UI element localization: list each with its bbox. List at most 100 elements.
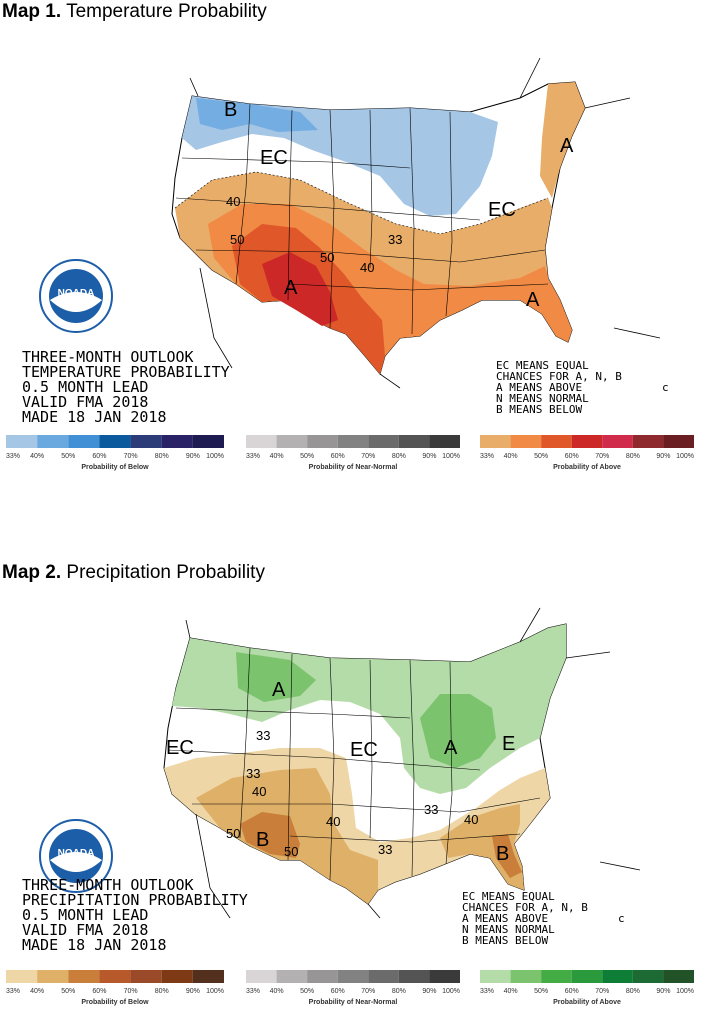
legend-1-2-swatch-6 <box>663 435 694 448</box>
map2-caption-line-2: PRECIPITATION PROBABILITY <box>22 891 248 909</box>
map2-contour-label-2: 33 <box>246 766 260 781</box>
legend-1-1-tick-0: 33% <box>246 453 260 460</box>
map2-contour-label-9: 40 <box>464 812 478 827</box>
map1-legend: 33% 40% 50% 60% 70% 80% 90% 100% Probability of … <box>0 433 708 473</box>
legend-2-1-tick-0: 33% <box>246 988 260 995</box>
map2-state-lines <box>167 647 541 881</box>
map2-region-label-1: A <box>272 679 286 701</box>
map1-contour-label-5: 33 <box>388 232 402 247</box>
legend-1-2-tick-1: 40% <box>504 453 518 460</box>
legend-1-2-swatch-0 <box>480 435 511 448</box>
map1-caption-line-1: THREE-MONTH OUTLOOK <box>22 348 194 366</box>
legend-2-1-label: Probability of Near-Normal <box>309 999 398 1006</box>
legend-1-1-tick-7: 100% <box>442 453 460 460</box>
map1-contour-lines <box>174 171 549 235</box>
map2-contour-label-4: 50 <box>226 826 240 841</box>
map2-legend-svg: 33% 40% 50% 60% 70% 80% 90% 100% Probability of … <box>6 970 694 1006</box>
legend-1-2-tick-6: 90% <box>656 453 670 460</box>
legend-2-0-tick-5: 80% <box>155 988 169 995</box>
legend-2-1-swatch-3 <box>337 970 369 983</box>
legend-1-0-tick-2: 50% <box>61 453 75 460</box>
legend-1-1-tick-6: 90% <box>422 453 436 460</box>
legend-1-0-swatch-5 <box>161 435 193 448</box>
legend-1-0-tick-1: 40% <box>30 453 44 460</box>
map2-region-below-50-se <box>492 834 522 878</box>
map2-contour-label-8: 33 <box>424 802 438 817</box>
legend-1-0-tick-6: 90% <box>186 453 200 460</box>
map1-contour-label-3: 50 <box>320 250 334 265</box>
map1-region-label-3: EC <box>488 199 516 221</box>
map2-key-line-5: B MEANS BELOW <box>462 934 548 947</box>
map2-key-line-4: N MEANS NORMAL <box>462 923 555 936</box>
map2-region-label-4: A <box>444 737 458 759</box>
map1-caption-line-2: TEMPERATURE PROBABILITY <box>22 363 230 381</box>
legend-2-0-swatch-5 <box>161 970 193 983</box>
legend-1-0-tick-0: 33% <box>6 453 20 460</box>
legend-1-2-swatch-3 <box>571 435 603 448</box>
map2-key-mark: c <box>618 912 625 925</box>
map2-contour-label-5: 50 <box>284 844 298 859</box>
map2-region-above-40 <box>236 652 316 702</box>
map2-key-line-2: CHANCES FOR A, N, B <box>462 901 588 914</box>
map2-contour-label-3: 40 <box>252 784 266 799</box>
legend-1-1-swatch-0 <box>246 435 277 448</box>
map2-contour-label-1: 33 <box>256 728 270 743</box>
map2-heading: Map 2. <box>2 562 62 583</box>
map1-contour-label-2: 50 <box>230 232 244 247</box>
legend-1-0-swatch-1 <box>37 435 69 448</box>
legend-1-1-swatch-6 <box>429 435 460 448</box>
map2-legend: 33% 40% 50% 60% 70% 80% 90% 100% Probability of … <box>0 968 708 1008</box>
legend-1-1-tick-1: 40% <box>270 453 284 460</box>
legend-2-1-swatch-4 <box>368 970 399 983</box>
legend-1-2-label: Probability of Above <box>553 464 621 471</box>
map2-caption-line-4: VALID FMA 2018 <box>22 921 148 939</box>
legend-1-2-swatch-5 <box>632 435 664 448</box>
legend-2-1-tick-4: 70% <box>361 988 375 995</box>
legend-1-1-tick-4: 70% <box>361 453 375 460</box>
map1-region-above-east <box>540 82 585 198</box>
legend-2-2-tick-2: 50% <box>534 988 548 995</box>
legend-2-0-tick-2: 50% <box>61 988 75 995</box>
map1-title-text: Temperature Probability <box>66 1 267 22</box>
legend-1-2-swatch-1 <box>510 435 542 448</box>
map2-noaa-logo: NOADA <box>39 819 113 893</box>
map2-title: Map 2. Precipitation Probability <box>2 562 265 584</box>
legend-2-1-swatch-2 <box>307 970 338 983</box>
map2-logo-text: NOADA <box>58 848 95 859</box>
map1-contour-label-1: 40 <box>226 194 240 209</box>
legend-1-2-swatch-4 <box>602 435 633 448</box>
map2-precipitation-map: NOADA A EC EC A E B B 33 33 40 50 50 40 … <box>22 607 641 954</box>
map1-border-lines <box>189 57 661 389</box>
legend-2-0-swatch-1 <box>37 970 69 983</box>
map2-key-line-1: EC MEANS EQUAL <box>462 890 555 903</box>
legend-2-0-tick-7: 100% <box>206 988 224 995</box>
map2-region-label-2: EC <box>166 737 194 759</box>
legend-2-2-tick-4: 70% <box>595 988 609 995</box>
map2-key-line-3: A MEANS ABOVE <box>462 912 548 925</box>
legend-2-2-tick-3: 60% <box>565 988 579 995</box>
legend-2-2-swatch-0 <box>480 970 511 983</box>
map1-key-line-2: CHANCES FOR A, N, B <box>496 370 622 383</box>
map2-border-lines <box>185 607 641 919</box>
legend-2-0-tick-1: 40% <box>30 988 44 995</box>
map2-region-below-50 <box>240 812 300 858</box>
legend-2-2-label: Probability of Above <box>553 999 621 1006</box>
legend-1-1-swatch-4 <box>368 435 399 448</box>
legend-2-0-label: Probability of Below <box>81 999 149 1006</box>
legend-1-2-tick-7: 100% <box>676 453 694 460</box>
legend-2-0-swatch-4 <box>130 970 162 983</box>
legend-2-2-swatch-2 <box>541 970 572 983</box>
legend-2-1-tick-5: 80% <box>392 988 406 995</box>
map2-caption-line-3: 0.5 MONTH LEAD <box>22 906 148 924</box>
map2-contour-label-6: 40 <box>326 814 340 829</box>
legend-1-1-tick-2: 50% <box>300 453 314 460</box>
legend-2-1-tick-1: 40% <box>270 988 284 995</box>
map1-key-line-3: A MEANS ABOVE <box>496 381 582 394</box>
legend-1-2-swatch-2 <box>541 435 572 448</box>
legend-2-1-tick-6: 90% <box>422 988 436 995</box>
legend-2-2-tick-5: 80% <box>626 988 640 995</box>
legend-2-2-tick-7: 100% <box>676 988 694 995</box>
legend-2-0-tick-6: 90% <box>186 988 200 995</box>
map1-temperature-map: NOADA B EC EC A A A 40 50 50 40 33 THREE… <box>22 57 669 426</box>
map1-title: Map 1. Temperature Probability <box>2 1 267 23</box>
